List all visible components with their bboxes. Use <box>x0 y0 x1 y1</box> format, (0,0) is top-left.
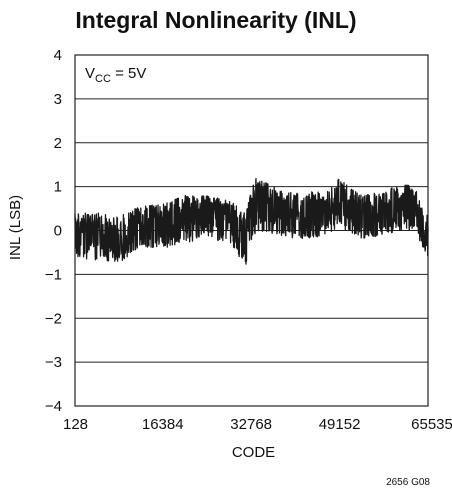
inl-series-line <box>74 177 429 265</box>
y-tick-labels: 4 3 2 1 0 −1 −2 −3 −4 <box>45 47 62 415</box>
x-tick-label: 16384 <box>142 416 184 433</box>
chart-title: Integral Nonlinearity (INL) <box>75 7 356 33</box>
y-tick-label: 2 <box>54 135 62 152</box>
x-tick-label: 128 <box>63 416 88 433</box>
x-tick-labels: 128 16384 32768 49152 65535 <box>63 416 452 433</box>
inl-trace <box>74 177 429 265</box>
annotation-subscript: CC <box>95 73 111 85</box>
supply-voltage-annotation: VCC = 5V <box>85 65 146 85</box>
y-axis-label: INL (LSB) <box>7 195 24 260</box>
y-tick-label: 4 <box>54 47 62 64</box>
figure-id: 2656 G08 <box>386 477 430 488</box>
x-axis-label: CODE <box>232 444 275 461</box>
annotation-rest: = 5V <box>111 65 146 82</box>
y-tick-label: −1 <box>45 266 62 283</box>
y-tick-label: −3 <box>45 354 62 371</box>
y-tick-label: −2 <box>45 310 62 327</box>
x-tick-label: 49152 <box>319 416 361 433</box>
y-tick-label: 0 <box>54 223 62 240</box>
y-tick-label: 1 <box>54 179 62 196</box>
y-tick-label: −4 <box>45 398 62 415</box>
annotation-main: V <box>85 65 95 82</box>
x-tick-label: 65535 <box>411 416 452 433</box>
y-tick-label: 3 <box>54 91 62 108</box>
x-tick-label: 32768 <box>230 416 272 433</box>
